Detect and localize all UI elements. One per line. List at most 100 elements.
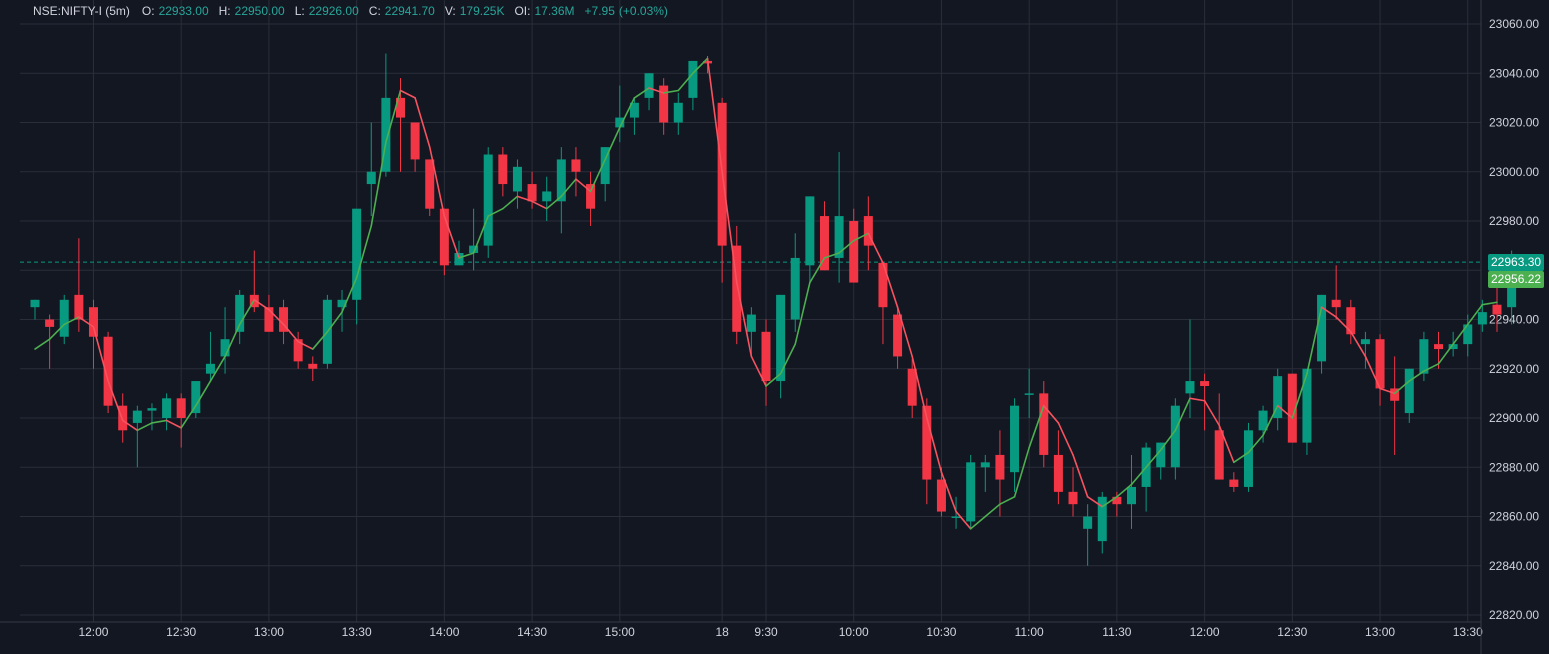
candle-body — [834, 216, 844, 258]
candle-body — [673, 102, 683, 123]
x-tick-label: 13:30 — [342, 625, 372, 639]
candle-body — [1463, 324, 1473, 345]
ma-segment — [867, 232, 884, 264]
y-tick-label: 22860.00 — [1489, 510, 1539, 524]
x-tick-label: 10:00 — [839, 625, 869, 639]
ma-segment — [326, 311, 343, 333]
y-tick-label: 22980.00 — [1489, 214, 1539, 228]
x-tick-label: 13:30 — [1453, 625, 1483, 639]
ma-segment — [633, 87, 650, 99]
change-percent: (+0.03%) — [618, 4, 668, 18]
candle-body — [1375, 339, 1385, 389]
ma-segment — [341, 276, 358, 313]
y-tick-label: 22920.00 — [1489, 362, 1539, 376]
ma-segment — [1393, 380, 1411, 395]
candle-body — [1331, 299, 1341, 308]
candle-body — [966, 462, 976, 522]
candle-body — [88, 307, 98, 337]
candle-body — [1097, 496, 1107, 542]
candle-body — [732, 245, 742, 332]
ma-segment — [443, 215, 460, 259]
candle-body — [746, 314, 756, 332]
ma-segment — [926, 417, 943, 473]
candle-body — [922, 405, 932, 480]
y-tick-label: 22900.00 — [1489, 411, 1539, 425]
ma-segment — [1262, 404, 1279, 437]
ma-segment — [195, 380, 212, 407]
ma-segment — [458, 252, 475, 259]
ma-segment — [136, 422, 153, 432]
ma-segment — [1028, 404, 1045, 449]
x-tick-label: 18 — [715, 625, 729, 639]
oi-label: OI: — [514, 4, 531, 18]
ma-segment — [1159, 429, 1177, 451]
candle-body — [1024, 393, 1034, 395]
volume-label: V: — [444, 4, 456, 18]
y-tick-label: 23040.00 — [1489, 66, 1539, 80]
ma-segment — [268, 308, 285, 326]
change-value: +7.95 — [584, 4, 615, 18]
candle-body — [1083, 516, 1093, 529]
candle-body — [59, 299, 69, 337]
candle-body — [132, 410, 142, 423]
ma-segment — [779, 343, 797, 375]
open-value: 22933.00 — [158, 4, 209, 18]
x-tick-label: 12:00 — [1190, 625, 1220, 639]
y-tick-label: 22840.00 — [1489, 559, 1539, 573]
candle-body — [118, 405, 128, 431]
candle-body — [337, 299, 347, 308]
ma-segment — [487, 207, 504, 217]
ma-segment — [560, 178, 577, 198]
y-tick-label: 22940.00 — [1489, 313, 1539, 327]
ma-segment — [1306, 306, 1323, 375]
x-tick-label: 13:00 — [254, 625, 284, 639]
ma-segment — [1013, 446, 1030, 498]
ma-segment — [165, 419, 182, 429]
candle-body — [688, 60, 698, 98]
candle-body — [1492, 304, 1502, 315]
ma-segment — [399, 89, 416, 99]
ma-segment — [1174, 397, 1191, 432]
close-label: C: — [368, 4, 381, 18]
open-label: O: — [141, 4, 155, 18]
ma-segment — [414, 97, 431, 148]
ma-segment — [1116, 483, 1133, 498]
ma-segment — [92, 326, 109, 382]
candle-body — [995, 454, 1005, 480]
ma-segment — [370, 141, 387, 227]
candle-body — [396, 97, 405, 118]
candle-body — [220, 339, 230, 357]
candle-body — [600, 147, 610, 185]
ma-segment — [1145, 449, 1162, 469]
symbol-label[interactable]: NSE:NIFTY-I (5m) — [33, 4, 130, 18]
ma-segment — [1481, 301, 1498, 306]
x-tick-label: 11:00 — [1015, 625, 1044, 639]
candle-body — [1170, 405, 1180, 468]
ma-segment — [984, 503, 1001, 518]
candle-body — [103, 336, 113, 406]
candle-body — [761, 331, 771, 382]
x-tick-label: 10:30 — [926, 625, 956, 639]
ma-segment — [34, 338, 51, 350]
candle-body — [512, 166, 522, 192]
ma-segment — [999, 495, 1016, 505]
ma-segment — [1042, 404, 1060, 424]
ma-segment — [1247, 434, 1264, 454]
ma-segment — [911, 355, 928, 419]
ma-segment — [648, 87, 665, 94]
ma-segment — [502, 195, 519, 210]
candle-body — [556, 159, 566, 202]
candle-body — [659, 85, 669, 123]
candle-body — [1287, 373, 1297, 443]
ma-segment — [838, 239, 855, 254]
volume-value: 179.25K — [459, 4, 505, 18]
x-tick-label: 12:30 — [1277, 625, 1307, 639]
candle-body — [1068, 491, 1078, 505]
ma-segment — [253, 298, 270, 311]
close-value: 22941.70 — [384, 4, 435, 18]
ma-segment — [1130, 466, 1147, 486]
candle-body — [1390, 388, 1400, 401]
candle-body — [571, 159, 581, 172]
ma-segment — [428, 146, 446, 217]
